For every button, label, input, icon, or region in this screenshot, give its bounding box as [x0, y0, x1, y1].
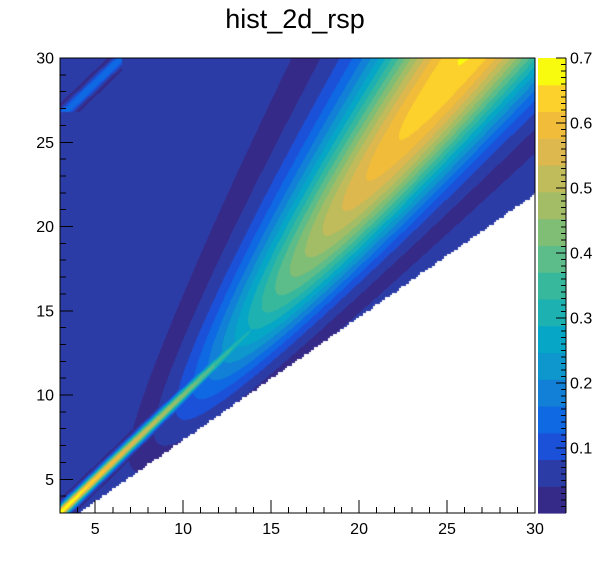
color-scale-tick-label: 0.5 — [570, 181, 592, 198]
color-scale-axis: 0.1 0.2 0.3 0.4 0.5 0.6 0.7 — [556, 51, 592, 513]
color-scale-swatch — [538, 325, 566, 354]
color-scale-swatch — [538, 432, 566, 461]
color-scale-swatch — [538, 405, 566, 434]
x-tick-label: 20 — [350, 521, 368, 538]
x-tick-label: 10 — [174, 521, 192, 538]
color-scale-tick-label: 0.6 — [570, 116, 592, 133]
color-scale-swatch — [538, 218, 566, 246]
y-axis: 5 10 15 20 25 30 — [36, 51, 73, 514]
color-scale-swatch — [538, 84, 566, 113]
x-tick-label: 5 — [91, 521, 100, 538]
heatmap-image — [60, 58, 535, 513]
y-tick-label: 5 — [45, 472, 54, 489]
color-scale-tick-label: 0.1 — [570, 441, 592, 458]
color-scale-tick-label: 0.3 — [570, 311, 592, 328]
color-scale-tick-label: 0.4 — [570, 246, 592, 263]
y-tick-label: 10 — [36, 388, 54, 405]
y-tick-label: 20 — [36, 219, 54, 236]
color-scale-swatch — [538, 298, 566, 327]
color-scale-tick-label: 0.2 — [570, 376, 592, 393]
chart-title: hist_2d_rsp — [225, 4, 365, 34]
y-tick-label: 30 — [36, 51, 54, 68]
color-scale-tick-label: 0.7 — [570, 51, 592, 68]
color-scale-bar — [538, 58, 566, 514]
color-scale-swatch — [538, 379, 566, 407]
y-tick-label: 25 — [36, 135, 54, 152]
color-scale-swatch — [538, 459, 566, 487]
y-tick-label: 15 — [36, 303, 54, 320]
plot-area — [60, 58, 535, 513]
x-axis: 5 10 15 20 25 30 — [59, 500, 544, 538]
plot-frame — [59, 57, 536, 514]
x-tick-label: 25 — [438, 521, 456, 538]
x-tick-label: 15 — [262, 521, 280, 538]
x-tick-label: 30 — [526, 521, 544, 538]
color-scale-swatch — [538, 111, 566, 139]
color-scale-swatch — [538, 191, 566, 220]
color-scale-swatch — [538, 58, 566, 86]
